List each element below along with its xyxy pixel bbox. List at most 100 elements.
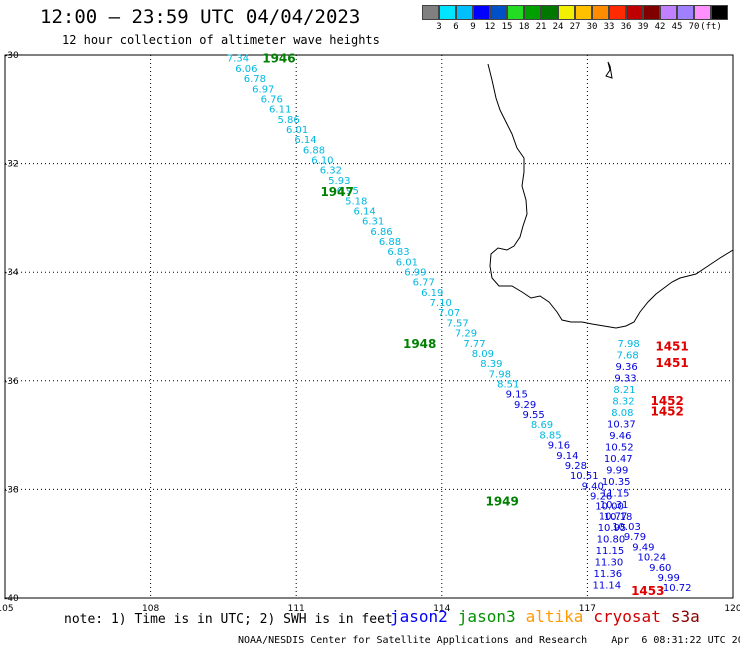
scale-label: 18 [518,22,530,32]
swh-value: 7.98 [489,369,511,380]
swh-value: 10.52 [605,442,634,453]
swh-value: 6.77 [413,278,435,289]
scale-label: 21 [535,22,547,32]
footer-note: note: 1) Time is in UTC; 2) SWH is in fe… [64,612,393,627]
scale-swatch [609,5,626,20]
scale-swatch [456,5,473,20]
scale-label: 42 [654,22,666,32]
lon-tick-label: 105 [0,604,14,614]
swh-value: 6.19 [421,288,443,299]
swh-value: 6.14 [354,206,376,217]
swh-value: 7.98 [618,339,640,350]
scale-swatch [626,5,643,20]
swh-value: 6.11 [269,105,291,116]
swh-value: 6.83 [387,247,409,258]
swh-value: 6.14 [294,135,316,146]
lon-tick-label: 111 [288,604,305,614]
swh-value: 9.36 [615,362,637,373]
map-frame [4,54,734,599]
satellite-legend-item: altika [525,607,584,626]
swh-value: 8.39 [480,359,502,370]
scale-label: 6 [453,22,459,32]
scale-label: 36 [620,22,632,32]
scale-swatch [660,5,677,20]
swh-value: 10.18 [604,512,633,523]
time-label: 1451 [655,340,688,354]
time-label: 1948 [403,337,436,351]
scale-swatch [524,5,541,20]
swh-value: 9.99 [606,465,628,476]
swh-value: 7.07 [438,308,460,319]
lat-tick-label: -40 [4,594,19,604]
swh-value: 10.37 [607,419,636,430]
swh-value: 6.97 [252,84,274,95]
scale-label: 45 [671,22,683,32]
map-subtitle: 12 hour collection of altimeter wave hei… [62,33,380,47]
swh-value: 6.06 [235,64,257,75]
scale-swatch [575,5,592,20]
swh-value: 10.35 [602,477,631,488]
scale-label: 15 [501,22,513,32]
swh-value: 10.72 [663,583,692,594]
swh-value: 9.28 [565,461,587,472]
swh-value: 6.01 [396,257,418,268]
swh-value: 8.08 [611,408,633,419]
swh-value: 6.88 [303,145,325,156]
swh-value: 9.79 [624,532,646,543]
footer-credit: NOAA/NESDIS Center for Satellite Applica… [238,635,740,646]
swh-value: 8.51 [497,380,519,391]
swh-value: 6.95 [337,186,359,197]
swh-value: 9.49 [632,542,654,553]
scale-swatch [473,5,490,20]
scale-swatch [592,5,609,20]
swh-value: 8.21 [613,385,635,396]
swh-value: 10.31 [600,500,629,511]
swh-value: 6.01 [286,125,308,136]
swh-value: 9.99 [658,573,680,584]
swh-value: 7.68 [616,350,638,361]
swh-value: 10.51 [570,471,599,482]
swh-value: 5.18 [345,196,367,207]
lat-tick-label: -30 [4,51,19,61]
swh-value: 9.33 [614,373,636,384]
swh-value: 10.77 [599,511,628,522]
time-label: 1947 [320,185,353,199]
lon-tick-label: 120 [724,604,740,614]
map-title: 12:00 – 23:59 UTC 04/04/2023 [40,6,361,28]
swh-value: 9.16 [548,441,570,452]
scale-swatch [694,5,711,20]
swh-value: 9.46 [609,431,631,442]
swh-value: 9.15 [506,390,528,401]
island-outline [605,61,613,79]
time-label: 1452 [650,405,683,419]
swh-value: 7.77 [463,339,485,350]
scale-label: 30 [586,22,598,32]
scale-swatch [541,5,558,20]
scale-swatch [422,5,439,20]
swh-value: 9.29 [514,400,536,411]
scale-label: 39 [637,22,649,32]
swh-value: 10.47 [604,454,633,465]
scale-label: 3 [436,22,442,32]
lon-tick-label: 117 [579,604,596,614]
lat-tick-label: -36 [4,377,19,387]
track-west: 7.346.066.786.976.766.115.866.016.146.88… [227,54,692,594]
time-label: 1451 [655,356,688,370]
scale-label: 9 [470,22,476,32]
swh-value: 6.32 [320,166,342,177]
time-label: 1453 [631,584,664,598]
swh-value: 6.86 [370,227,392,238]
swh-value: 5.93 [328,176,350,187]
swh-value: 6.88 [379,237,401,248]
axis-labels: 105 108 111 114 117 120 -30 -32 -34 -36 -38 -40 [0,51,740,614]
swh-value: 6.99 [404,268,426,279]
swh-value: 10.95 [598,523,627,534]
swh-value: 6.10 [311,156,333,167]
swh-value: 11.15 [601,488,630,499]
swh-value: 11.14 [592,580,621,591]
scale-label: (ft) [700,22,722,32]
lat-tick-label: -34 [4,268,19,278]
satellite-legend: jason2 jason3 altika cryosat s3a [390,607,700,626]
